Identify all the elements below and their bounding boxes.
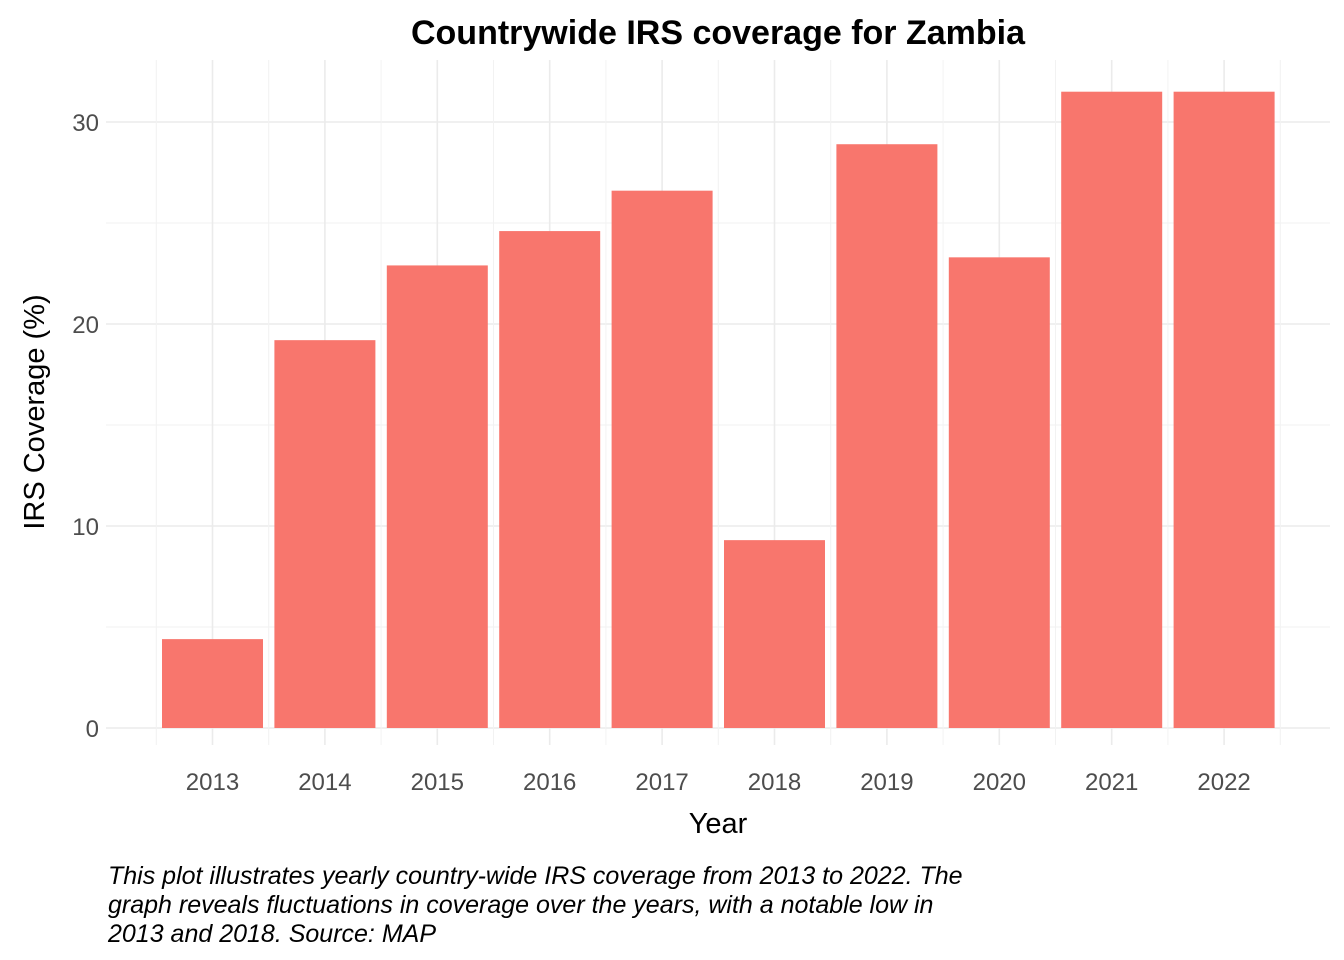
y-tick-label: 0 bbox=[86, 716, 99, 743]
x-axis-label: Year bbox=[689, 808, 748, 840]
caption-line: 2013 and 2018. Source: MAP bbox=[108, 920, 437, 948]
x-tick-label: 2013 bbox=[186, 769, 239, 796]
chart-title: Countrywide IRS coverage for Zambia bbox=[411, 14, 1026, 52]
bar bbox=[1061, 91, 1163, 728]
bar bbox=[724, 540, 825, 728]
x-tick-label: 2022 bbox=[1197, 769, 1250, 796]
y-tick-label: 10 bbox=[72, 514, 99, 541]
x-tick-labels: 2013 2014 2015 2016 2017 2018 2019 2020 2021 2022 bbox=[186, 769, 1251, 796]
x-tick-label: 2017 bbox=[635, 769, 688, 796]
y-tick-label: 30 bbox=[72, 110, 99, 137]
y-tick-labels: 0 10 20 30 bbox=[72, 110, 99, 743]
bar bbox=[386, 265, 488, 728]
x-tick-label: 2019 bbox=[860, 769, 913, 796]
bar bbox=[836, 144, 938, 729]
bar bbox=[499, 231, 601, 728]
y-axis-label: IRS Coverage (%) bbox=[19, 294, 51, 529]
caption-line: graph reveals fluctuations in coverage o… bbox=[108, 891, 934, 919]
x-tick-label: 2018 bbox=[748, 769, 801, 796]
bars-group bbox=[162, 91, 1275, 729]
x-tick-label: 2020 bbox=[973, 769, 1026, 796]
bar bbox=[162, 639, 263, 728]
bar bbox=[948, 257, 1050, 728]
x-tick-label: 2016 bbox=[523, 769, 576, 796]
bar bbox=[611, 190, 713, 728]
bar bbox=[1173, 91, 1275, 728]
x-tick-label: 2015 bbox=[411, 769, 464, 796]
caption-line: This plot illustrates yearly country-wid… bbox=[108, 862, 963, 890]
figure-caption: This plot illustrates yearly country-wid… bbox=[108, 862, 1068, 949]
bar-chart: Countrywide IRS coverage for Zambia 0 10 2… bbox=[19, 14, 1330, 840]
bar bbox=[274, 340, 376, 728]
y-tick-label: 20 bbox=[72, 312, 99, 339]
x-tick-label: 2021 bbox=[1085, 769, 1138, 796]
x-tick-label: 2014 bbox=[298, 769, 351, 796]
